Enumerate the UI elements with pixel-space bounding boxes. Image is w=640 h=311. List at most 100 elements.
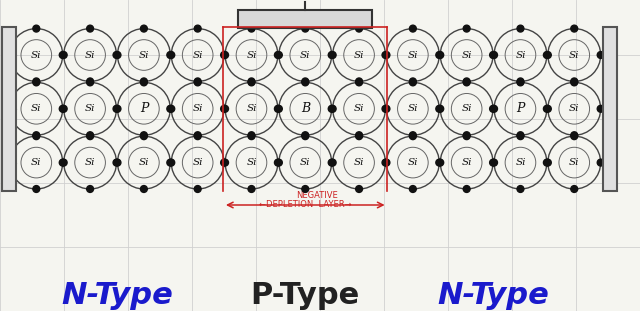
Circle shape [597, 105, 604, 112]
Circle shape [356, 78, 362, 85]
Circle shape [6, 52, 13, 58]
Circle shape [140, 78, 147, 85]
Circle shape [383, 52, 390, 58]
Circle shape [571, 78, 578, 85]
Text: Si: Si [85, 158, 95, 167]
Circle shape [86, 79, 93, 86]
Text: Si: Si [408, 158, 418, 167]
Text: Si: Si [354, 104, 364, 113]
FancyBboxPatch shape [2, 27, 16, 191]
Circle shape [113, 52, 120, 58]
Circle shape [167, 105, 173, 112]
Circle shape [86, 133, 93, 140]
Circle shape [597, 159, 604, 166]
Circle shape [275, 52, 282, 58]
Circle shape [463, 25, 470, 32]
Text: Si: Si [139, 158, 149, 167]
Circle shape [517, 133, 524, 140]
Text: Si: Si [461, 104, 472, 113]
Text: Si: Si [461, 158, 472, 167]
Circle shape [60, 105, 67, 112]
Text: Si: Si [246, 158, 257, 167]
Circle shape [140, 79, 147, 86]
Circle shape [543, 159, 550, 166]
Circle shape [329, 52, 336, 58]
Text: Si: Si [193, 50, 203, 59]
Circle shape [463, 133, 470, 140]
Circle shape [463, 79, 470, 86]
Text: Si: Si [193, 104, 203, 113]
Circle shape [33, 133, 40, 140]
Circle shape [140, 133, 147, 140]
Circle shape [114, 52, 121, 58]
Text: Si: Si [300, 158, 310, 167]
Circle shape [113, 105, 120, 112]
Circle shape [114, 105, 121, 112]
Circle shape [597, 52, 604, 58]
Text: Si: Si [193, 158, 203, 167]
Circle shape [302, 133, 308, 140]
Circle shape [248, 25, 255, 32]
Circle shape [356, 79, 362, 86]
Circle shape [140, 132, 147, 139]
Circle shape [571, 25, 578, 32]
Text: Si: Si [408, 50, 418, 59]
Circle shape [517, 25, 524, 32]
Text: Si: Si [354, 158, 364, 167]
Circle shape [168, 52, 175, 58]
Circle shape [329, 105, 336, 112]
Circle shape [248, 132, 255, 139]
Text: Si: Si [31, 104, 42, 113]
Circle shape [248, 79, 255, 86]
Circle shape [543, 105, 550, 112]
Circle shape [275, 52, 282, 58]
Text: P-Type: P-Type [251, 281, 360, 309]
Circle shape [329, 159, 336, 166]
Circle shape [167, 159, 173, 166]
Circle shape [195, 186, 201, 193]
Circle shape [410, 79, 416, 86]
Circle shape [382, 159, 389, 166]
Circle shape [86, 25, 93, 32]
Text: Si: Si [246, 50, 257, 59]
Circle shape [410, 186, 416, 193]
Text: Si: Si [569, 50, 579, 59]
Circle shape [140, 186, 147, 193]
Circle shape [33, 25, 40, 32]
Circle shape [491, 105, 497, 112]
Circle shape [248, 78, 255, 85]
Circle shape [490, 105, 497, 112]
Circle shape [302, 186, 308, 193]
Circle shape [328, 105, 335, 112]
Circle shape [86, 132, 93, 139]
Circle shape [302, 25, 308, 32]
Circle shape [221, 159, 228, 166]
Circle shape [545, 105, 551, 112]
Circle shape [302, 132, 308, 139]
Circle shape [517, 186, 524, 193]
Circle shape [168, 105, 175, 112]
Circle shape [86, 78, 93, 85]
Circle shape [33, 132, 40, 139]
Circle shape [356, 25, 362, 32]
Text: Si: Si [85, 104, 95, 113]
Circle shape [545, 52, 551, 58]
Circle shape [195, 25, 201, 32]
Circle shape [302, 78, 308, 85]
Circle shape [33, 186, 40, 193]
Circle shape [33, 78, 40, 85]
Circle shape [490, 52, 497, 58]
Text: Si: Si [569, 158, 579, 167]
FancyBboxPatch shape [238, 10, 372, 28]
Text: Si: Si [85, 50, 95, 59]
Text: P: P [140, 102, 148, 115]
Circle shape [383, 105, 390, 112]
Text: Si: Si [569, 104, 579, 113]
Circle shape [221, 52, 228, 58]
Circle shape [571, 133, 578, 140]
Circle shape [60, 52, 66, 58]
Circle shape [302, 79, 308, 86]
Circle shape [382, 52, 389, 58]
Circle shape [221, 159, 227, 166]
Circle shape [545, 159, 551, 166]
